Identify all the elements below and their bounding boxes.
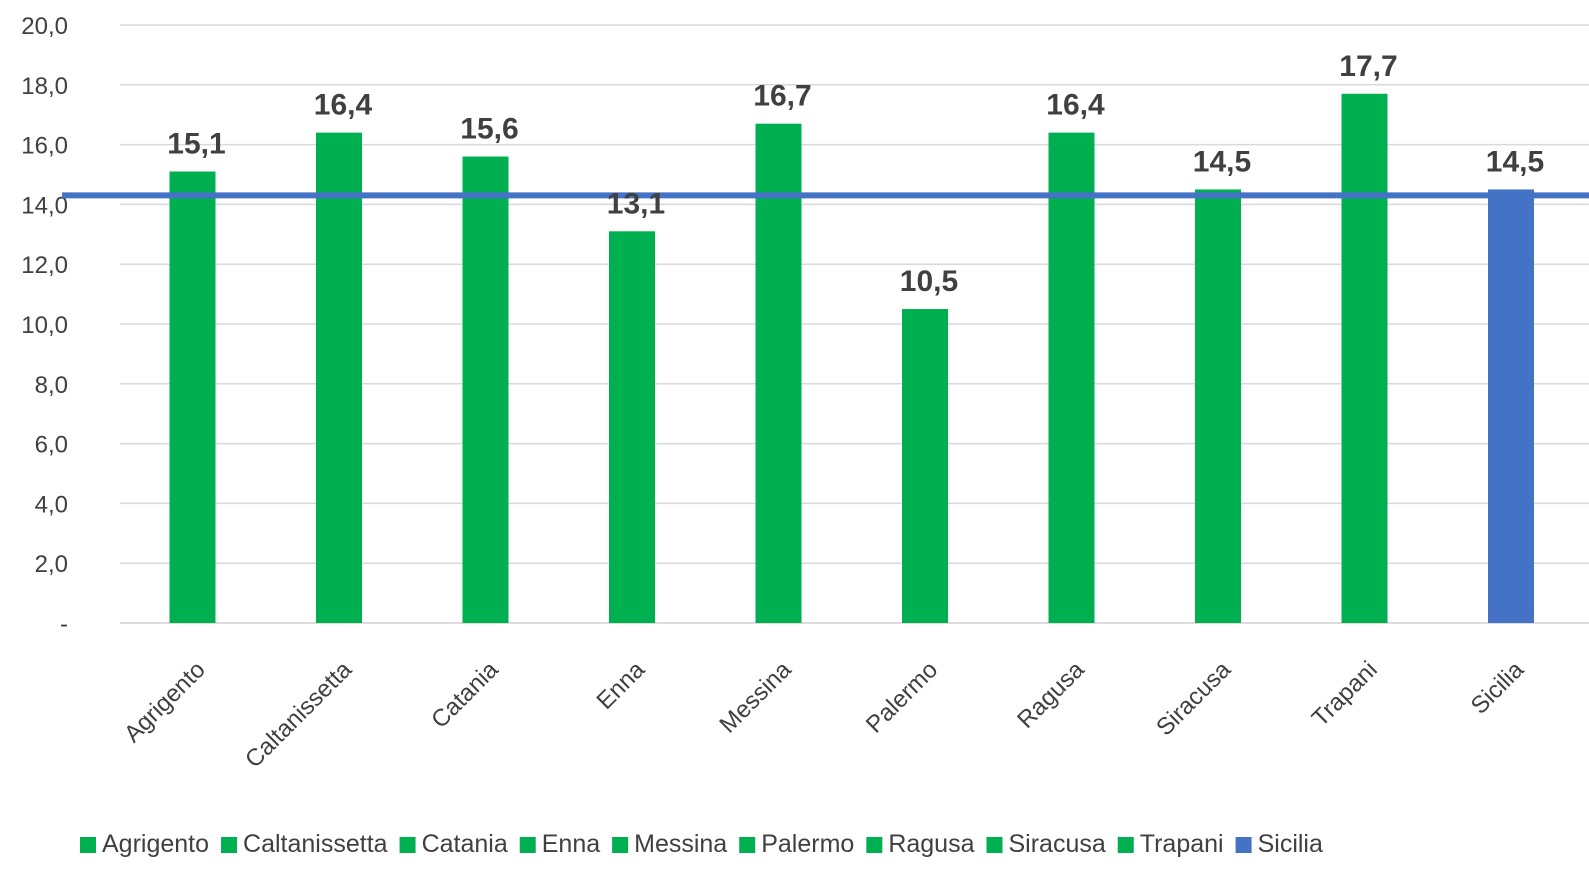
legend-item: Siracusa <box>986 830 1106 858</box>
data-label: 16,4 <box>1046 89 1105 122</box>
bar-ragusa <box>1048 132 1095 623</box>
data-label: 10,5 <box>900 265 958 298</box>
legend-swatch <box>519 837 536 853</box>
legend: Agrigento Caltanissetta Catania Enna Messina… <box>80 830 1323 858</box>
legend-label: Enna <box>542 830 600 858</box>
y-tick-label: - <box>60 611 68 638</box>
legend-label: Trapani <box>1140 830 1224 858</box>
bar-catania <box>462 156 509 623</box>
legend-swatch <box>739 837 756 853</box>
y-tick-label: 14,0 <box>21 192 68 219</box>
y-tick-label: 2,0 <box>35 551 68 578</box>
legend-label: Messina <box>634 830 727 858</box>
y-tick-label: 10,0 <box>21 312 68 339</box>
x-category-label: Catania <box>426 656 504 734</box>
x-category-label: Messina <box>714 656 797 739</box>
data-label: 17,7 <box>1339 50 1397 83</box>
data-labels: 15,1 16,4 15,6 13,1 16,7 10,5 16,4 14,5 17,7 14,5 <box>167 50 1544 298</box>
legend-swatch <box>399 837 416 853</box>
gridlines <box>120 24 1589 624</box>
legend-label: Caltanissetta <box>243 830 388 858</box>
legend-item: Sicilia <box>1235 830 1323 858</box>
legend-item: Enna <box>519 830 600 858</box>
bar-messina <box>755 123 802 624</box>
legend-item: Agrigento <box>80 830 209 858</box>
x-category-label: Caltanissetta <box>240 656 358 774</box>
y-tick-label: 18,0 <box>21 73 68 100</box>
data-label: 13,1 <box>607 187 665 220</box>
x-category-label: Palermo <box>861 656 943 738</box>
legend-swatch <box>866 837 883 853</box>
y-axis-tick-labels: - 2,0 4,0 6,0 8,0 10,0 12,0 14,0 16,0 18,0 20,0 <box>21 13 68 638</box>
legend-item: Trapani <box>1117 830 1224 858</box>
legend-swatch <box>1117 837 1134 853</box>
legend-item: Messina <box>612 830 727 858</box>
legend-swatch <box>221 837 238 853</box>
legend-item: Ragusa <box>866 830 975 858</box>
data-label: 16,7 <box>753 80 811 113</box>
y-tick-label: 12,0 <box>21 252 68 279</box>
legend-label: Sicilia <box>1258 830 1323 858</box>
legend-swatch <box>80 837 96 853</box>
bar-siracusa <box>1195 189 1241 623</box>
data-label: 14,5 <box>1193 145 1251 178</box>
legend-label: Catania <box>422 830 508 858</box>
data-label: 16,4 <box>314 89 373 122</box>
x-category-label: Siracusa <box>1151 656 1237 742</box>
bar-sicilia <box>1488 189 1534 623</box>
legend-item: Catania <box>399 830 508 858</box>
bar-trapani <box>1341 93 1388 623</box>
bar-enna <box>609 231 655 623</box>
y-tick-label: 6,0 <box>35 432 68 459</box>
x-category-label: Agrigento <box>119 656 211 748</box>
legend-swatch <box>986 837 1003 853</box>
legend-label: Ragusa <box>888 830 974 858</box>
bars <box>169 93 1534 624</box>
y-tick-label: 20,0 <box>21 13 68 40</box>
x-category-label: Enna <box>592 656 651 715</box>
y-tick-label: 16,0 <box>21 133 68 160</box>
x-category-label: Ragusa <box>1012 656 1090 734</box>
y-tick-label: 8,0 <box>35 372 68 399</box>
y-tick-label: 4,0 <box>35 491 68 518</box>
legend-label: Palermo <box>761 830 854 858</box>
bar-agrigento <box>169 171 216 623</box>
legend-swatch <box>612 837 629 853</box>
legend-label: Agrigento <box>102 830 209 858</box>
x-axis-category-labels: Agrigento Caltanissetta Catania Enna Messina… <box>119 656 1530 774</box>
legend-item: Palermo <box>739 830 854 858</box>
legend-swatch <box>1235 837 1252 853</box>
data-label: 15,6 <box>460 113 518 146</box>
data-label: 14,5 <box>1486 145 1544 178</box>
legend-item: Caltanissetta <box>221 830 388 858</box>
data-label: 15,1 <box>167 128 225 161</box>
bar-caltanissetta <box>316 132 362 623</box>
x-category-label: Trapani <box>1307 656 1383 732</box>
x-category-label: Sicilia <box>1466 656 1530 720</box>
legend-label: Siracusa <box>1008 830 1105 858</box>
bar-palermo <box>902 309 948 623</box>
